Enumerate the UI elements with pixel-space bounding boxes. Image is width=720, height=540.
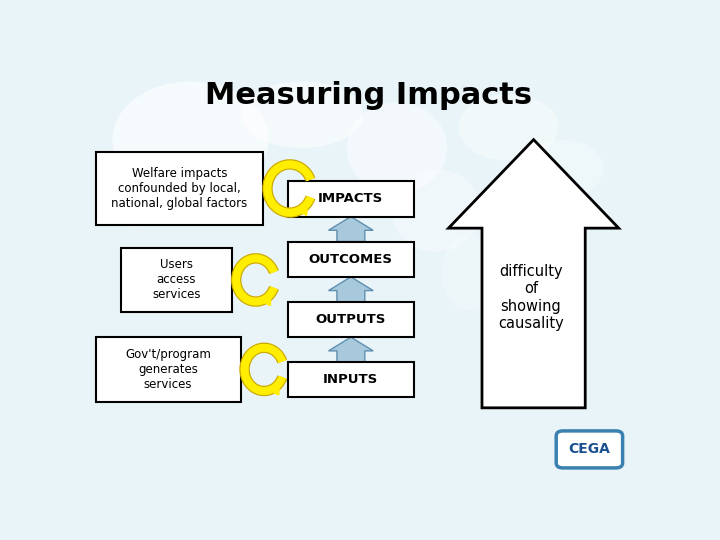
Ellipse shape — [101, 152, 168, 227]
Polygon shape — [328, 277, 373, 302]
Ellipse shape — [240, 82, 364, 148]
Text: Gov't/program
generates
services: Gov't/program generates services — [125, 348, 211, 391]
Ellipse shape — [392, 168, 481, 252]
FancyBboxPatch shape — [288, 362, 413, 397]
Ellipse shape — [347, 102, 447, 194]
Polygon shape — [449, 140, 618, 408]
Polygon shape — [328, 337, 373, 362]
Ellipse shape — [441, 235, 498, 310]
Ellipse shape — [458, 94, 559, 160]
Text: IMPACTS: IMPACTS — [318, 192, 384, 205]
Text: Measuring Impacts: Measuring Impacts — [205, 82, 533, 111]
Text: OUTCOMES: OUTCOMES — [309, 253, 393, 266]
Text: difficulty
of
showing
causality: difficulty of showing causality — [498, 264, 564, 331]
Ellipse shape — [112, 82, 269, 198]
Text: OUTPUTS: OUTPUTS — [315, 313, 386, 326]
Text: Welfare impacts
confounded by local,
national, global factors: Welfare impacts confounded by local, nat… — [111, 167, 248, 210]
Text: INPUTS: INPUTS — [323, 373, 379, 386]
FancyBboxPatch shape — [288, 181, 413, 217]
FancyBboxPatch shape — [288, 241, 413, 277]
FancyBboxPatch shape — [557, 431, 623, 468]
Polygon shape — [328, 217, 373, 241]
FancyBboxPatch shape — [96, 152, 263, 225]
Ellipse shape — [526, 140, 603, 198]
FancyBboxPatch shape — [96, 337, 240, 402]
FancyBboxPatch shape — [121, 248, 233, 312]
Text: Users
access
services: Users access services — [152, 259, 201, 301]
Text: CEGA: CEGA — [569, 442, 611, 456]
FancyBboxPatch shape — [288, 302, 413, 337]
